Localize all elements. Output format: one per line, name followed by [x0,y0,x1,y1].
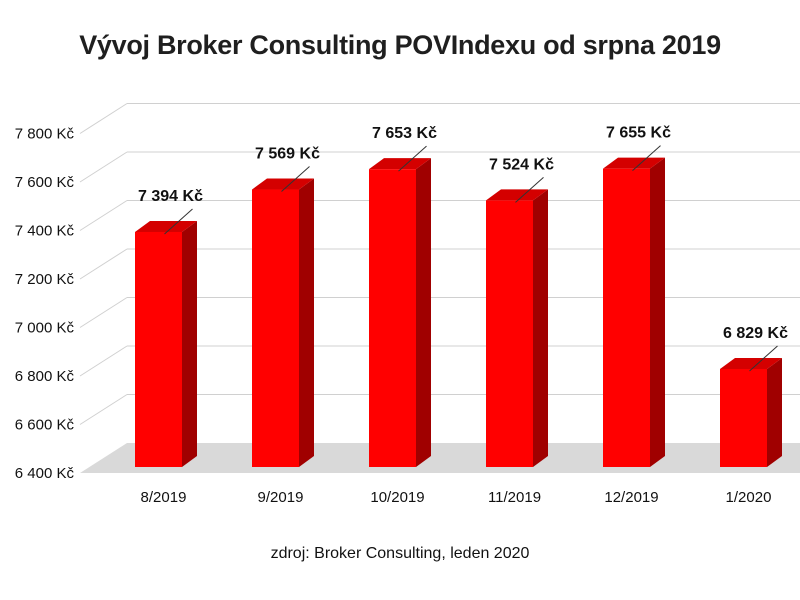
gridlines [79,103,800,425]
gridline-diagonal [79,151,128,183]
bar [486,189,548,467]
y-tick-label: 7 400 Kč [15,223,75,240]
x-tick-label: 10/2019 [370,489,424,506]
bar-side [767,357,782,467]
bar-top [252,178,314,190]
y-tick-label: 6 400 Kč [15,465,75,482]
bar [369,158,431,467]
bars [135,157,782,467]
leader-line [749,345,778,372]
bar-front [252,189,299,467]
x-axis-ticks: 8/2019 9/2019 10/2019 11/2019 12/2019 1/2020 [141,489,772,506]
bar [252,178,314,467]
x-tick-label: 9/2019 [258,489,304,506]
gridline-diagonal [79,394,128,425]
data-label: 7 394 Kč [138,188,203,205]
x-tick-label: 8/2019 [141,489,187,506]
data-labels: 7 394 Kč 7 569 Kč 7 653 Kč 7 524 Kč 7 655 Kč… [138,125,788,372]
bar-side [533,189,548,467]
bar-top [135,220,197,232]
y-tick-label: 6 800 Kč [15,368,75,385]
y-tick-label: 7 200 Kč [15,271,75,288]
y-tick-label: 7 000 Kč [15,320,75,337]
data-label: 7 569 Kč [255,146,320,163]
bar-side [416,158,431,467]
leader-line [281,166,310,192]
bar-top [369,158,431,170]
gridline-diagonal [79,345,128,377]
leader-line [398,145,427,172]
gridline-diagonal [79,200,128,231]
data-label: 7 655 Kč [606,125,671,142]
bar [720,357,782,467]
leader-line [632,145,661,172]
bar-side [650,157,665,467]
bar-front [720,368,767,467]
data-label: 6 829 Kč [723,325,788,342]
gridline-diagonal [79,248,128,280]
y-tick-label: 7 600 Kč [15,174,75,191]
bar-front [603,168,650,467]
bar-front [369,169,416,467]
x-tick-label: 11/2019 [488,489,541,506]
leader-line [515,177,544,203]
y-tick-label: 7 800 Kč [15,126,75,143]
x-tick-label: 12/2019 [604,489,658,506]
bar [603,157,665,467]
bar-front [486,200,533,467]
y-tick-label: 6 600 Kč [15,417,75,434]
chart-title: Vývoj Broker Consulting POVIndexu od srp… [79,30,721,60]
data-label: 7 653 Kč [372,125,437,142]
gridline-diagonal [79,297,128,328]
bar-top [720,357,782,369]
y-axis-ticks: 6 400 Kč 6 600 Kč 6 800 Kč 7 000 Kč 7 200 Kč… [15,126,75,483]
bar-side [182,220,197,467]
bar-front [135,231,182,467]
bar-top [603,157,665,169]
data-label: 7 524 Kč [489,156,554,173]
source-note: zdroj: Broker Consulting, leden 2020 [270,545,530,562]
bar-top [486,189,548,201]
leader-line [164,208,193,235]
bar-side [299,178,314,467]
bar [135,220,197,467]
x-tick-label: 1/2020 [726,489,772,506]
gridline-diagonal [79,103,128,134]
